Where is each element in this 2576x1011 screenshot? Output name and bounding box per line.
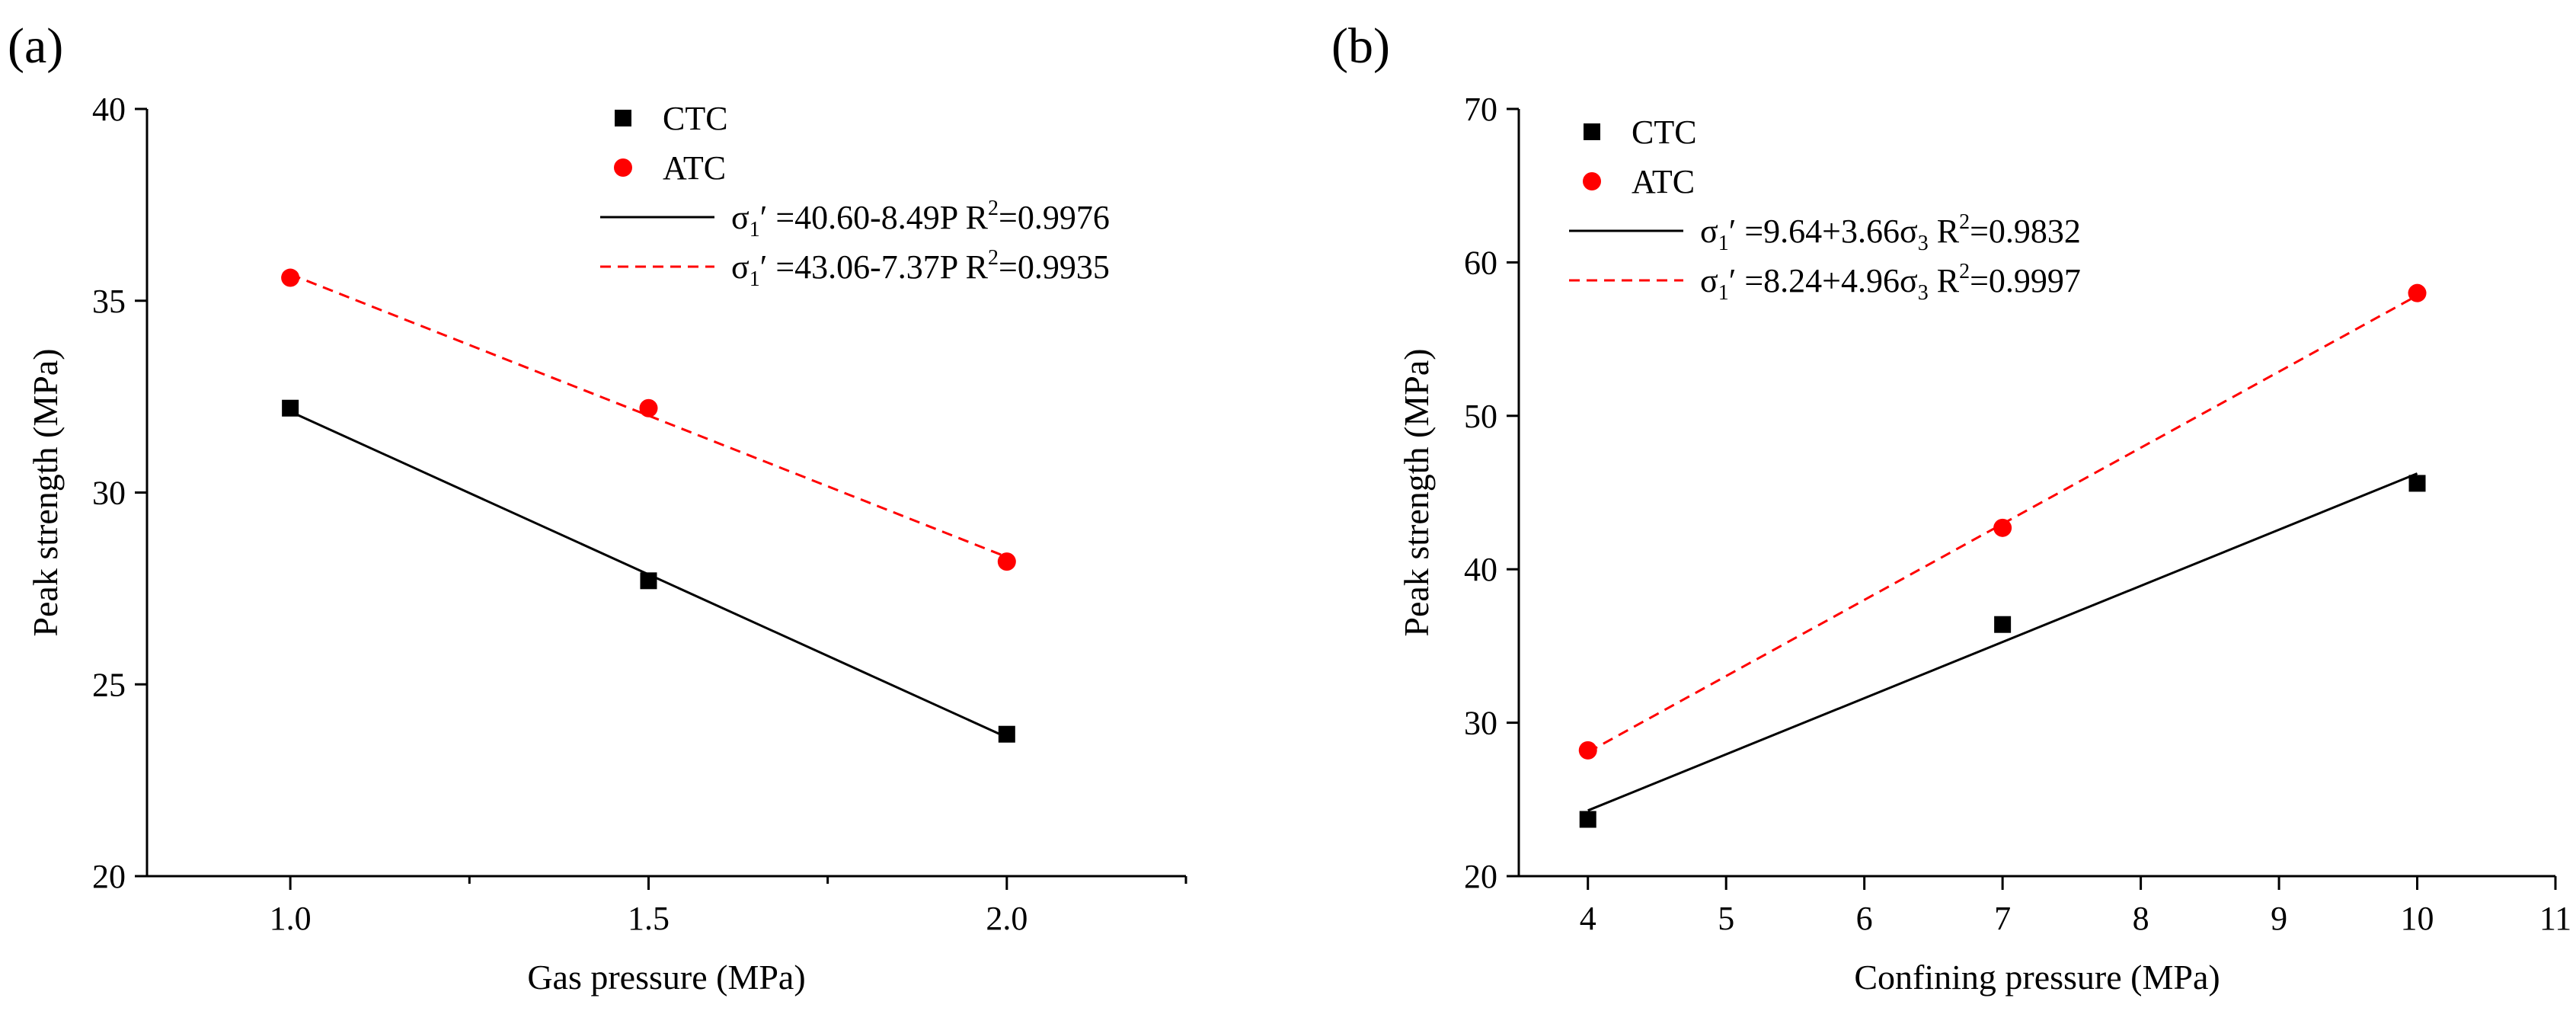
equation-superscript: 2 [1959, 210, 1970, 234]
equation-subscript: 1 [749, 267, 760, 291]
chart-a-point-ctc [640, 572, 657, 590]
chart-a-point-ctc [998, 725, 1015, 743]
chart-a-ytick-label: 25 [92, 666, 126, 703]
equation-tail: =0.9976 [999, 199, 1110, 236]
chart-a-xtick-label: 1.5 [628, 900, 670, 937]
chart-a-panel-label: (a) [8, 18, 63, 74]
chart-a-legend-equation-ctc: σ1′ =40.60-8.49P R2=0.9976 [731, 197, 1110, 242]
equation-superscript: 2 [1959, 260, 1970, 283]
equation-sigma: σ [731, 199, 749, 236]
equation-sigma: σ [1700, 262, 1718, 299]
chart-b-point-ctc [1994, 616, 2012, 633]
chart-a: (a) 20 25 30 35 40 1.0 1.5 2.0 Gas pressure (MPa)… [8, 18, 1187, 997]
chart-a-point-atc [639, 398, 658, 418]
chart-b-point-ctc [1579, 811, 1596, 828]
chart-b-ytick-label: 70 [1464, 91, 1497, 128]
equation-body: ′ =9.64+3.66σ [1729, 213, 1918, 250]
chart-b-xtick-label: 9 [2271, 900, 2287, 937]
chart-b-legend-equation-ctc: σ1′ =9.64+3.66σ3 R2=0.9832 [1700, 210, 2081, 255]
chart-b-ytick-label: 40 [1464, 551, 1497, 588]
equation-subscript: 3 [1918, 232, 1929, 255]
chart-b-legend-symbol-atc [1583, 172, 1601, 190]
chart-a-ytick-label: 40 [92, 91, 126, 128]
chart-b-xtick-label: 8 [2133, 900, 2149, 937]
equation-superscript: 2 [988, 246, 999, 270]
chart-a-legend-label-atc: ATC [663, 149, 726, 187]
chart-b-ytick-label: 50 [1464, 398, 1497, 435]
chart-a-xlabel: Gas pressure (MPa) [527, 958, 805, 997]
chart-b-ytick-label: 60 [1464, 244, 1497, 281]
chart-a-fit-line-atc [289, 273, 1008, 558]
chart-b-xlabel: Confining pressure (MPa) [1854, 958, 2220, 997]
chart-a-legend-equation-atc: σ1′ =43.06-7.37P R2=0.9935 [731, 246, 1110, 291]
equation-body: R [1929, 262, 1960, 299]
equation-superscript: 2 [988, 197, 999, 220]
chart-b-xtick-label: 10 [2401, 900, 2434, 937]
chart-b-fit-line-ctc [1587, 472, 2418, 812]
chart-a-ytick-label: 30 [92, 475, 126, 512]
chart-a-xtick-label: 1.0 [270, 900, 312, 937]
chart-b-point-atc [1578, 741, 1597, 760]
chart-b-ytick-label: 30 [1464, 705, 1497, 742]
chart-a-legend-symbol-ctc [615, 110, 631, 126]
equation-body: R [1929, 213, 1960, 250]
chart-a-ytick-label: 35 [92, 283, 126, 320]
chart-a-ytick-label: 20 [92, 858, 126, 895]
equation-subscript: 1 [749, 218, 760, 242]
equation-subscript: 3 [1918, 281, 1929, 305]
equation-body: ′ =40.60-8.49P R [760, 199, 989, 236]
chart-a-point-atc [281, 268, 300, 287]
equation-tail: =0.9832 [1970, 213, 2081, 250]
chart-a-legend-symbol-atc [614, 158, 632, 177]
chart-b-point-ctc [2408, 475, 2426, 492]
chart-b-point-atc [1993, 518, 2012, 537]
chart-a-point-ctc [282, 399, 299, 417]
chart-a-ylabel: Peak strength (MPa) [26, 348, 65, 636]
equation-tail: =0.9935 [999, 248, 1110, 286]
chart-b-point-atc [2408, 283, 2427, 302]
chart-a-point-atc [997, 552, 1016, 571]
chart-b-legend-equation-atc: σ1′ =8.24+4.96σ3 R2=0.9997 [1700, 260, 2081, 305]
chart-b-xtick-label: 6 [1856, 900, 1873, 937]
equation-tail: =0.9997 [1970, 262, 2081, 299]
equation-subscript: 1 [1718, 232, 1729, 255]
chart-b-panel-label: (b) [1331, 18, 1390, 74]
chart-b-xtick-label: 5 [1718, 900, 1734, 937]
chart-b-xtick-label: 11 [2539, 900, 2571, 937]
chart-a-xtick-label: 2.0 [986, 900, 1028, 937]
chart-b-ylabel: Peak strength (MPa) [1397, 348, 1436, 636]
equation-subscript: 1 [1718, 281, 1729, 305]
chart-a-legend-label-ctc: CTC [663, 100, 728, 137]
chart-b-legend-symbol-ctc [1584, 123, 1600, 140]
equation-body: ′ =43.06-7.37P R [760, 248, 989, 286]
equation-sigma: σ [731, 248, 749, 286]
chart-b-legend-label-atc: ATC [1632, 163, 1695, 200]
equation-body: ′ =8.24+4.96σ [1729, 262, 1918, 299]
chart-b-ytick-label: 20 [1464, 858, 1497, 895]
chart-b-xtick-label: 7 [1994, 900, 2011, 937]
chart-b-xtick-label: 4 [1580, 900, 1596, 937]
equation-sigma: σ [1700, 213, 1718, 250]
chart-b-legend-label-ctc: CTC [1632, 114, 1697, 151]
